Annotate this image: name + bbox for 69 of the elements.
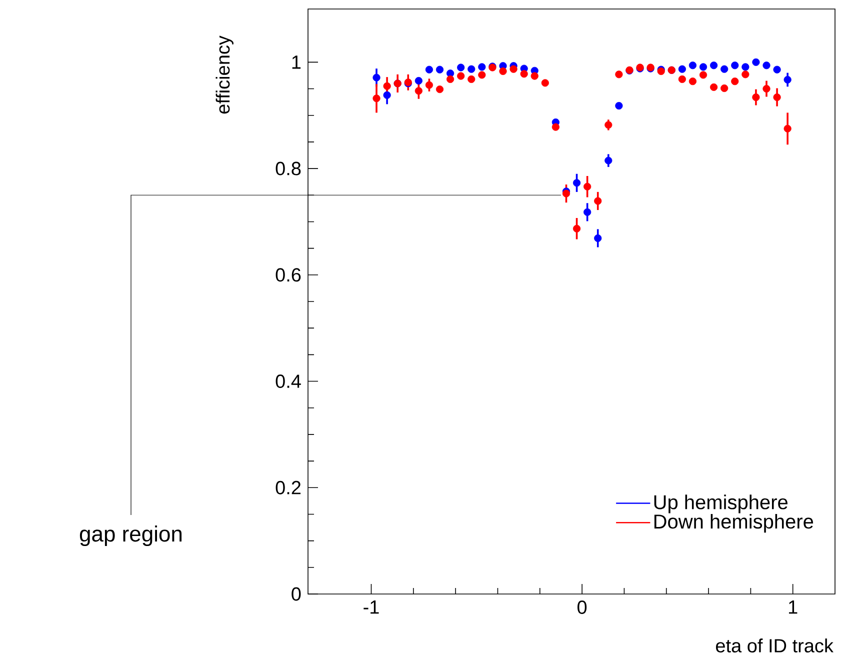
legend-label: Down hemisphere — [654, 514, 814, 533]
point — [773, 66, 781, 74]
point — [383, 91, 391, 99]
point — [720, 84, 728, 92]
point — [414, 76, 422, 85]
point — [615, 70, 623, 78]
point — [425, 81, 434, 89]
point — [372, 94, 380, 102]
point — [762, 84, 770, 93]
point — [688, 62, 697, 70]
x-axis-title: eta of ID track — [716, 638, 834, 652]
point — [742, 63, 750, 71]
point — [699, 63, 708, 71]
point — [520, 70, 528, 78]
legend-label: Up hemisphere — [654, 494, 788, 514]
point — [457, 72, 465, 80]
point — [372, 74, 380, 82]
point — [731, 62, 739, 70]
point — [541, 79, 549, 87]
y-axis-title: efficiency — [216, 36, 234, 114]
point — [530, 72, 538, 80]
point — [720, 65, 728, 73]
point — [604, 156, 612, 164]
point — [446, 75, 454, 83]
point — [594, 234, 602, 242]
point — [784, 124, 792, 132]
point — [604, 121, 612, 129]
point — [752, 93, 760, 102]
point — [414, 87, 422, 95]
point — [773, 93, 781, 102]
point — [457, 64, 465, 72]
point — [468, 65, 476, 73]
point — [478, 71, 486, 79]
point — [478, 63, 486, 71]
point — [383, 82, 391, 90]
y-tick-label: 0.2 — [276, 480, 301, 494]
point — [584, 208, 592, 216]
x-tick-label: -1 — [364, 600, 379, 614]
point — [688, 78, 697, 86]
point — [742, 70, 750, 78]
point — [784, 76, 792, 84]
x-tick-label: 0 — [578, 600, 587, 614]
point — [499, 67, 507, 76]
point — [572, 179, 581, 187]
point — [552, 123, 560, 131]
point — [731, 78, 739, 86]
y-tick-label: 0.6 — [276, 268, 301, 282]
y-tick-label: 0.4 — [276, 374, 301, 388]
point — [584, 182, 592, 190]
point — [436, 66, 444, 74]
point — [436, 85, 444, 94]
point — [594, 197, 602, 205]
y-tick-label: 1 — [292, 56, 301, 69]
point — [678, 75, 686, 83]
point — [752, 58, 760, 66]
annotation: gap region — [80, 526, 182, 546]
point — [615, 102, 623, 110]
point — [710, 62, 718, 70]
point — [425, 66, 434, 74]
point — [510, 65, 518, 73]
x-tick-label: 1 — [789, 600, 798, 614]
point — [572, 224, 581, 232]
point — [699, 71, 708, 79]
point — [468, 75, 476, 83]
point — [762, 62, 770, 70]
point — [678, 65, 686, 73]
y-tick-label: 0.8 — [276, 162, 301, 176]
y-tick-label: 0 — [292, 587, 301, 601]
point — [710, 83, 718, 91]
